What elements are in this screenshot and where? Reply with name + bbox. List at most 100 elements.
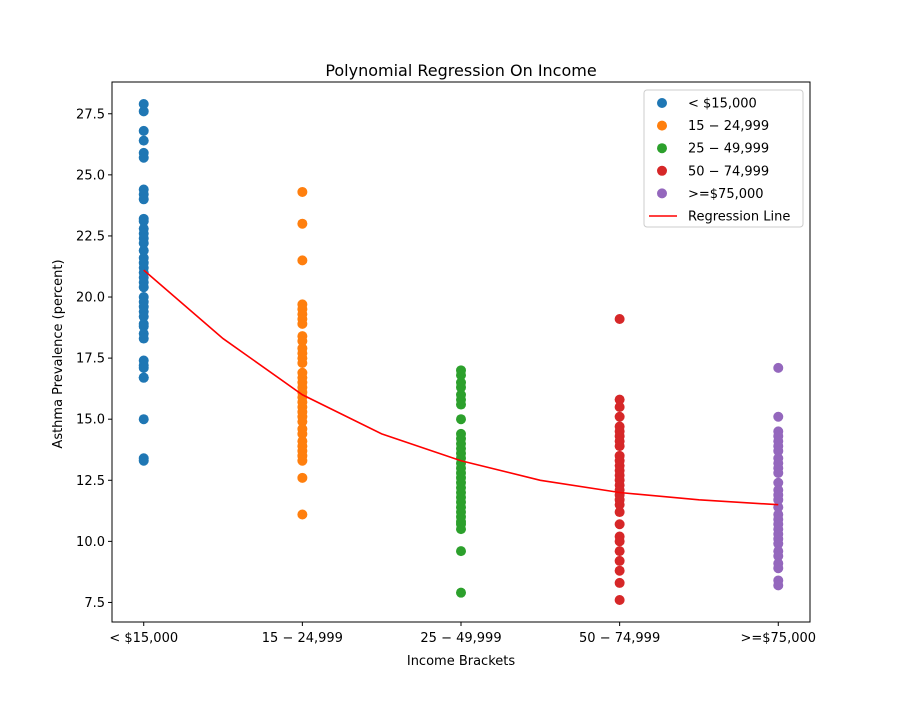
regression-line (143, 269, 779, 506)
data-point (614, 394, 625, 405)
data-point (773, 467, 784, 478)
data-point (297, 255, 308, 266)
data-point (773, 411, 784, 422)
data-point (138, 135, 149, 146)
data-point (297, 428, 308, 439)
data-point (138, 333, 149, 344)
data-point (138, 125, 149, 136)
data-point (138, 311, 149, 322)
data-point (138, 245, 149, 256)
y-tick-label: 7.5 (84, 596, 105, 611)
data-point (614, 401, 625, 412)
data-point (773, 563, 784, 574)
legend-label: 25 − 49,999 (688, 142, 769, 157)
series-3 (614, 314, 625, 606)
legend: < $15,000 15 − 24,999 25 − 49,999 50 − 74,9… (643, 89, 804, 228)
data-point (614, 507, 625, 518)
data-point (456, 414, 466, 425)
y-tick-label: 20.0 (76, 291, 105, 306)
legend-marker (657, 165, 667, 176)
legend-item: >=$75,000 (657, 187, 764, 202)
x-tick-label: 25 − 49,999 (420, 631, 501, 646)
legend-marker (657, 188, 667, 199)
data-point (614, 519, 625, 530)
data-point (138, 106, 149, 117)
data-point (138, 98, 149, 109)
legend-label: < $15,000 (688, 97, 757, 112)
data-point (773, 538, 784, 549)
data-point (614, 314, 625, 325)
data-point (138, 321, 149, 332)
data-point (773, 362, 784, 373)
legend-marker (657, 98, 667, 108)
data-point (138, 455, 149, 466)
x-axis-label: Income Brackets (407, 654, 516, 669)
legend-item: 50 − 74,999 (657, 164, 769, 179)
data-point (614, 565, 625, 576)
data-point (297, 472, 308, 483)
data-point (297, 455, 308, 466)
x-tick-label: 50 − 74,999 (579, 631, 660, 646)
data-point (456, 382, 466, 393)
data-point (456, 546, 466, 557)
data-point (297, 186, 308, 197)
data-point (773, 580, 784, 591)
series-0 (138, 98, 149, 466)
data-point (614, 411, 625, 422)
y-tick-label: 22.5 (76, 229, 105, 244)
y-axis-label: Asthma Prevalence (percent) (51, 259, 66, 448)
legend-label: 15 − 24,999 (688, 119, 769, 134)
y-axis: 7.5 10.0 12.5 15.0 17.5 20.0 22.5 25.0 27.5 (76, 107, 112, 611)
data-point (773, 445, 784, 456)
data-point (614, 555, 625, 566)
data-point (614, 441, 625, 452)
legend-item: 15 − 24,999 (657, 119, 769, 134)
legend-item: Regression Line (649, 210, 790, 225)
x-tick-label: >=$75,000 (740, 631, 816, 646)
legend-item: < $15,000 (657, 97, 757, 112)
legend-box (643, 89, 804, 228)
y-tick-label: 15.0 (76, 413, 105, 428)
data-point (297, 357, 308, 368)
legend-label: 50 − 74,999 (688, 164, 769, 179)
x-axis: < $15,000 15 − 24,999 25 − 49,999 50 − 74,9… (109, 622, 816, 646)
chart-title: Polynomial Regression On Income (325, 61, 596, 80)
data-point (138, 282, 149, 293)
y-tick-label: 27.5 (76, 107, 105, 122)
y-tick-label: 17.5 (76, 352, 105, 367)
data-point (297, 509, 308, 520)
data-point (773, 551, 784, 562)
series-4 (773, 362, 784, 591)
legend-marker (657, 143, 667, 154)
data-point (138, 372, 149, 383)
data-point (773, 477, 784, 488)
data-point (614, 595, 625, 606)
data-point (297, 218, 308, 229)
data-point (773, 494, 784, 505)
series-2 (456, 365, 466, 598)
data-point (456, 587, 466, 598)
data-point (456, 370, 466, 381)
data-point (138, 194, 149, 205)
y-tick-label: 10.0 (76, 535, 105, 550)
data-point (614, 536, 625, 547)
plot-area: 7.5 10.0 12.5 15.0 17.5 20.0 22.5 25.0 27.5 < $15… (76, 81, 816, 646)
data-point (297, 318, 308, 329)
data-point (138, 414, 149, 425)
data-point (456, 399, 466, 410)
data-point (297, 336, 308, 347)
data-point (138, 362, 149, 373)
data-point (456, 524, 466, 535)
data-point (614, 499, 625, 510)
legend-marker (657, 120, 667, 131)
y-tick-label: 12.5 (76, 474, 105, 489)
data-point (138, 152, 149, 163)
legend-item: 25 − 49,999 (657, 142, 769, 157)
y-tick-label: 25.0 (76, 168, 105, 183)
data-point (297, 416, 308, 427)
data-point (614, 577, 625, 588)
legend-label: >=$75,000 (688, 187, 764, 202)
data-point (614, 546, 625, 557)
